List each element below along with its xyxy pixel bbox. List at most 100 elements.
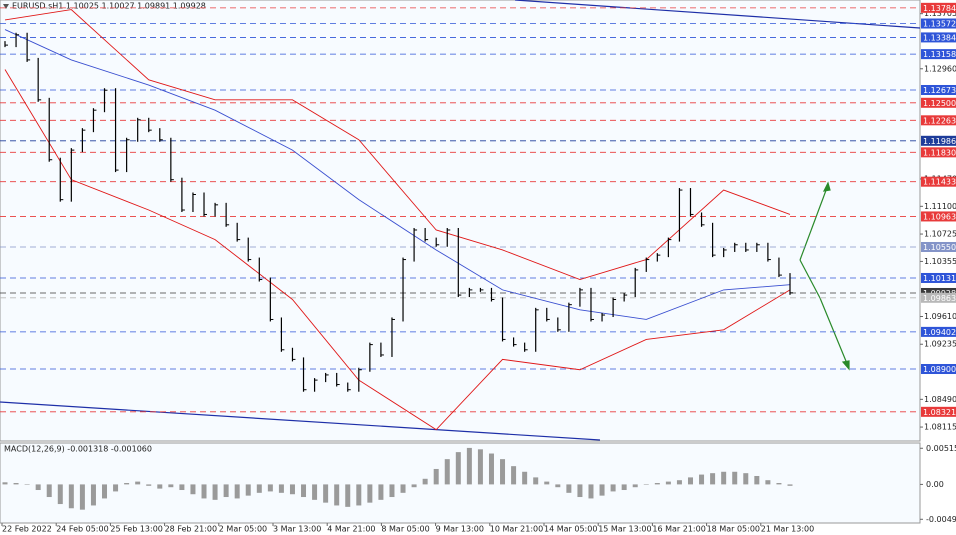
macd-bar <box>234 484 240 499</box>
arrow-down <box>799 259 821 299</box>
x-tick-label: 10 Mar 21:00 <box>490 525 543 534</box>
indicator-line <box>4 9 791 281</box>
macd-bar <box>632 484 638 488</box>
x-tick-label: 25 Feb 13:00 <box>110 525 162 534</box>
level-label-box <box>921 2 956 13</box>
level-label: 1.11433 <box>923 178 956 187</box>
x-tick-label: 22 Feb 2022 <box>2 525 52 534</box>
macd-bar <box>102 484 108 499</box>
macd-bar <box>113 484 119 492</box>
y-tick-label: 1.11100 <box>924 202 956 211</box>
x-tick-label: 28 Feb 21:00 <box>165 525 217 534</box>
level-label: 1.10550 <box>923 243 956 252</box>
macd-bar <box>743 473 749 485</box>
arrow-head <box>822 181 831 192</box>
level-label-box <box>921 364 956 375</box>
y-tick-label: 1.12960 <box>924 64 956 73</box>
macd-bar <box>245 484 251 496</box>
macd-bar <box>610 484 616 492</box>
level-label: 1.09402 <box>923 328 956 337</box>
level-label: 1.13158 <box>923 50 956 59</box>
level-label: 1.11986 <box>923 137 956 146</box>
level-label: 1.13384 <box>923 33 956 42</box>
y-tick-label: 1.08490 <box>924 395 956 404</box>
level-label-box <box>921 241 956 252</box>
level-label-box <box>921 176 956 187</box>
indicator-line <box>4 29 791 320</box>
macd-bar <box>544 481 550 485</box>
macd-bar <box>267 484 273 492</box>
macd-bar <box>312 484 318 500</box>
macd-bar <box>665 481 671 485</box>
macd-bar <box>654 483 660 485</box>
macd-bar <box>90 484 96 506</box>
arrow-up <box>799 184 829 261</box>
x-tick-label: 9 Mar 13:00 <box>436 525 484 534</box>
level-label: 1.10963 <box>923 212 956 221</box>
macd-title: MACD(12,26,9) -0.001318 -0.001060 <box>4 445 152 454</box>
macd-bar <box>79 484 85 510</box>
x-tick-label: 15 Mar 13:00 <box>598 525 651 534</box>
macd-bar <box>13 483 19 485</box>
x-tick-label: 16 Mar 21:00 <box>652 525 705 534</box>
level-label-box <box>921 211 956 222</box>
y-tick-label: 1.10725 <box>924 230 956 239</box>
macd-bar <box>367 484 373 503</box>
macd-bar <box>46 484 52 498</box>
macd-bar <box>190 484 196 495</box>
macd-bar <box>765 480 771 485</box>
macd-bar <box>301 484 307 498</box>
level-label-box <box>921 97 956 108</box>
macd-bar <box>500 459 506 485</box>
macd-bar <box>776 483 782 485</box>
macd-bar <box>57 484 63 505</box>
macd-bar <box>643 484 649 485</box>
macd-bar <box>179 484 185 491</box>
x-tick-label: 4 Mar 21:00 <box>327 525 375 534</box>
level-label: 1.09863 <box>923 294 956 303</box>
macd-bar <box>787 484 793 486</box>
macd-bar <box>124 483 130 485</box>
macd-bar <box>754 475 760 485</box>
macd-bar <box>732 471 738 485</box>
x-tick-label: 24 Feb 05:00 <box>56 525 108 534</box>
x-tick-label: 21 Mar 13:00 <box>761 525 814 534</box>
arrow-head <box>841 360 850 371</box>
macd-bar <box>422 478 428 485</box>
macd-bar <box>68 484 74 509</box>
macd-bar <box>256 484 262 493</box>
macd-bar <box>345 484 351 507</box>
macd-bar <box>710 473 716 485</box>
macd-bar <box>687 477 693 485</box>
level-label: 1.08900 <box>923 365 956 374</box>
level-label: 1.11830 <box>923 148 956 157</box>
macd-bar <box>2 482 8 485</box>
level-label-box <box>921 84 956 95</box>
macd-bar <box>511 466 517 485</box>
macd-bar <box>278 484 284 493</box>
macd-bar <box>289 484 295 495</box>
level-label-box <box>921 32 956 43</box>
y-tick-label: 1.13705 <box>924 9 956 18</box>
macd-tick-label: 0.00515 <box>926 444 956 453</box>
x-tick-label: 2 Mar 05:00 <box>219 525 267 534</box>
macd-bar <box>676 480 682 485</box>
macd-bar <box>488 453 494 485</box>
level-label-box <box>921 115 956 126</box>
macd-bar <box>477 449 483 485</box>
macd-bar <box>201 484 207 499</box>
macd-bar <box>411 484 417 488</box>
x-tick-label: 14 Mar 05:00 <box>544 525 597 534</box>
macd-bar <box>621 484 627 491</box>
macd-bar <box>157 484 163 489</box>
macd-bar <box>24 484 30 485</box>
macd-bar <box>533 477 539 485</box>
icon <box>3 4 9 9</box>
y-tick-label: 1.10355 <box>924 257 956 266</box>
macd-bar <box>378 484 384 500</box>
level-label-box <box>921 147 956 158</box>
macd-bar <box>146 484 152 486</box>
level-label-box <box>921 49 956 60</box>
macd-bar <box>444 459 450 485</box>
